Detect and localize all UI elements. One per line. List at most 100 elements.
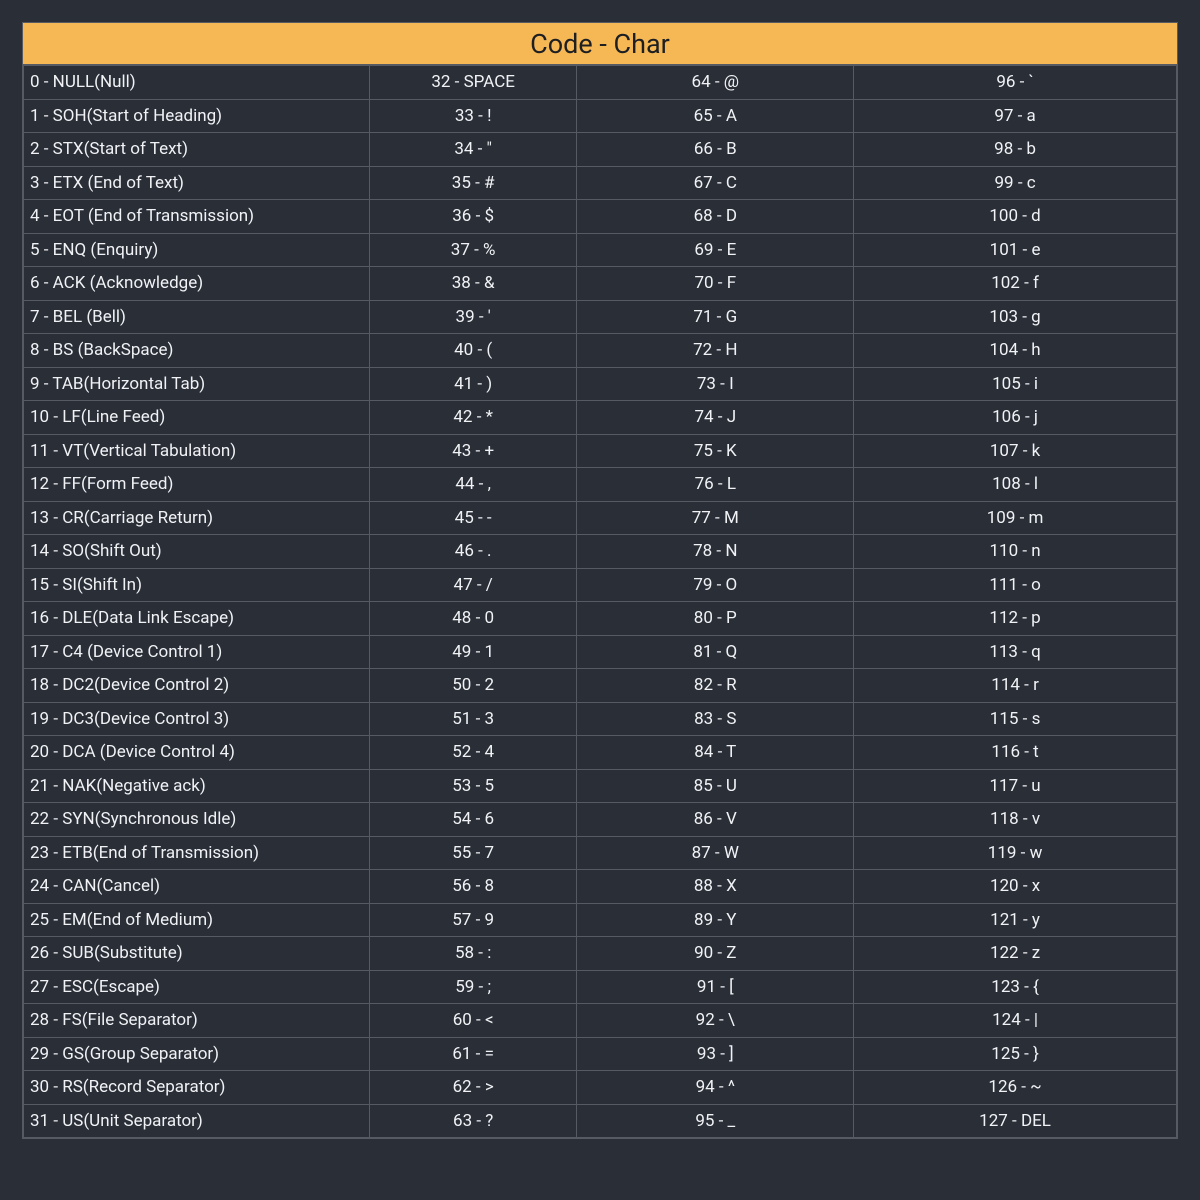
ascii-cell: 10 - LF(Line Feed) — [24, 401, 370, 435]
ascii-cell: 82 - R — [577, 669, 854, 703]
ascii-cell: 50 - 2 — [369, 669, 577, 703]
ascii-cell: 21 - NAK(Negative ack) — [24, 769, 370, 803]
table-row: 11 - VT(Vertical Tabulation)43 - +75 - K… — [24, 434, 1177, 468]
ascii-cell: 23 - ETB(End of Transmission) — [24, 836, 370, 870]
ascii-cell: 125 - } — [854, 1037, 1177, 1071]
ascii-cell: 55 - 7 — [369, 836, 577, 870]
ascii-cell: 7 - BEL (Bell) — [24, 300, 370, 334]
ascii-cell: 28 - FS(File Separator) — [24, 1004, 370, 1038]
ascii-cell: 78 - N — [577, 535, 854, 569]
ascii-cell: 105 - i — [854, 367, 1177, 401]
ascii-cell: 103 - g — [854, 300, 1177, 334]
table-row: 9 - TAB(Horizontal Tab)41 - )73 - I105 -… — [24, 367, 1177, 401]
table-row: 24 - CAN(Cancel)56 - 888 - X120 - x — [24, 870, 1177, 904]
table-row: 22 - SYN(Synchronous Idle)54 - 686 - V11… — [24, 803, 1177, 837]
ascii-cell: 92 - \ — [577, 1004, 854, 1038]
ascii-cell: 30 - RS(Record Separator) — [24, 1071, 370, 1105]
table-row: 26 - SUB(Substitute)58 - :90 - Z122 - z — [24, 937, 1177, 971]
table-row: 13 - CR(Carriage Return)45 - -77 - M109 … — [24, 501, 1177, 535]
ascii-cell: 123 - { — [854, 970, 1177, 1004]
ascii-cell: 113 - q — [854, 635, 1177, 669]
ascii-cell: 104 - h — [854, 334, 1177, 368]
table-row: 6 - ACK (Acknowledge)38 - &70 - F102 - f — [24, 267, 1177, 301]
ascii-cell: 32 - SPACE — [369, 66, 577, 100]
ascii-cell: 86 - V — [577, 803, 854, 837]
table-row: 4 - EOT (End of Transmission)36 - $68 - … — [24, 200, 1177, 234]
table-row: 30 - RS(Record Separator)62 - >94 - ^126… — [24, 1071, 1177, 1105]
table-row: 8 - BS (BackSpace)40 - (72 - H104 - h — [24, 334, 1177, 368]
ascii-cell: 33 - ! — [369, 99, 577, 133]
table-row: 0 - NULL(Null)32 - SPACE64 - @96 - ` — [24, 66, 1177, 100]
ascii-cell: 68 - D — [577, 200, 854, 234]
ascii-cell: 4 - EOT (End of Transmission) — [24, 200, 370, 234]
ascii-cell: 85 - U — [577, 769, 854, 803]
ascii-cell: 54 - 6 — [369, 803, 577, 837]
ascii-cell: 58 - : — [369, 937, 577, 971]
ascii-cell: 39 - ' — [369, 300, 577, 334]
table-row: 19 - DC3(Device Control 3)51 - 383 - S11… — [24, 702, 1177, 736]
table-row: 29 - GS(Group Separator)61 - =93 - ]125 … — [24, 1037, 1177, 1071]
ascii-cell: 43 - + — [369, 434, 577, 468]
ascii-cell: 59 - ; — [369, 970, 577, 1004]
ascii-cell: 45 - - — [369, 501, 577, 535]
ascii-cell: 63 - ? — [369, 1104, 577, 1138]
ascii-cell: 44 - , — [369, 468, 577, 502]
ascii-cell: 106 - j — [854, 401, 1177, 435]
table-row: 5 - ENQ (Enquiry)37 - %69 - E101 - e — [24, 233, 1177, 267]
ascii-cell: 11 - VT(Vertical Tabulation) — [24, 434, 370, 468]
ascii-cell: 89 - Y — [577, 903, 854, 937]
table-row: 2 - STX(Start of Text)34 - "66 - B98 - b — [24, 133, 1177, 167]
ascii-cell: 26 - SUB(Substitute) — [24, 937, 370, 971]
ascii-cell: 27 - ESC(Escape) — [24, 970, 370, 1004]
ascii-cell: 74 - J — [577, 401, 854, 435]
ascii-cell: 83 - S — [577, 702, 854, 736]
ascii-cell: 52 - 4 — [369, 736, 577, 770]
table-header: Code - Char — [23, 23, 1177, 65]
ascii-cell: 48 - 0 — [369, 602, 577, 636]
ascii-cell: 51 - 3 — [369, 702, 577, 736]
ascii-cell: 70 - F — [577, 267, 854, 301]
ascii-cell: 80 - P — [577, 602, 854, 636]
ascii-cell: 12 - FF(Form Feed) — [24, 468, 370, 502]
ascii-cell: 22 - SYN(Synchronous Idle) — [24, 803, 370, 837]
ascii-cell: 38 - & — [369, 267, 577, 301]
ascii-cell: 116 - t — [854, 736, 1177, 770]
ascii-cell: 9 - TAB(Horizontal Tab) — [24, 367, 370, 401]
ascii-table-wrapper: Code - Char 0 - NULL(Null)32 - SPACE64 -… — [22, 22, 1178, 1139]
table-row: 20 - DCA (Device Control 4)52 - 484 - T1… — [24, 736, 1177, 770]
ascii-cell: 6 - ACK (Acknowledge) — [24, 267, 370, 301]
ascii-cell: 101 - e — [854, 233, 1177, 267]
ascii-cell: 87 - W — [577, 836, 854, 870]
ascii-cell: 122 - z — [854, 937, 1177, 971]
ascii-cell: 53 - 5 — [369, 769, 577, 803]
ascii-cell: 118 - v — [854, 803, 1177, 837]
table-row: 27 - ESC(Escape)59 - ;91 - [123 - { — [24, 970, 1177, 1004]
ascii-cell: 42 - * — [369, 401, 577, 435]
ascii-cell: 108 - l — [854, 468, 1177, 502]
table-row: 25 - EM(End of Medium)57 - 989 - Y121 - … — [24, 903, 1177, 937]
table-row: 15 - SI(Shift In)47 - /79 - O111 - o — [24, 568, 1177, 602]
ascii-cell: 19 - DC3(Device Control 3) — [24, 702, 370, 736]
ascii-cell: 46 - . — [369, 535, 577, 569]
ascii-cell: 107 - k — [854, 434, 1177, 468]
ascii-cell: 90 - Z — [577, 937, 854, 971]
ascii-cell: 102 - f — [854, 267, 1177, 301]
ascii-cell: 61 - = — [369, 1037, 577, 1071]
ascii-cell: 13 - CR(Carriage Return) — [24, 501, 370, 535]
ascii-cell: 73 - I — [577, 367, 854, 401]
ascii-cell: 25 - EM(End of Medium) — [24, 903, 370, 937]
ascii-cell: 24 - CAN(Cancel) — [24, 870, 370, 904]
ascii-cell: 109 - m — [854, 501, 1177, 535]
ascii-cell: 0 - NULL(Null) — [24, 66, 370, 100]
ascii-cell: 15 - SI(Shift In) — [24, 568, 370, 602]
ascii-cell: 41 - ) — [369, 367, 577, 401]
ascii-cell: 84 - T — [577, 736, 854, 770]
table-row: 28 - FS(File Separator)60 - <92 - \124 -… — [24, 1004, 1177, 1038]
ascii-cell: 17 - C4 (Device Control 1) — [24, 635, 370, 669]
table-row: 17 - C4 (Device Control 1)49 - 181 - Q11… — [24, 635, 1177, 669]
ascii-cell: 62 - > — [369, 1071, 577, 1105]
ascii-cell: 112 - p — [854, 602, 1177, 636]
ascii-cell: 5 - ENQ (Enquiry) — [24, 233, 370, 267]
ascii-cell: 124 - | — [854, 1004, 1177, 1038]
ascii-cell: 71 - G — [577, 300, 854, 334]
